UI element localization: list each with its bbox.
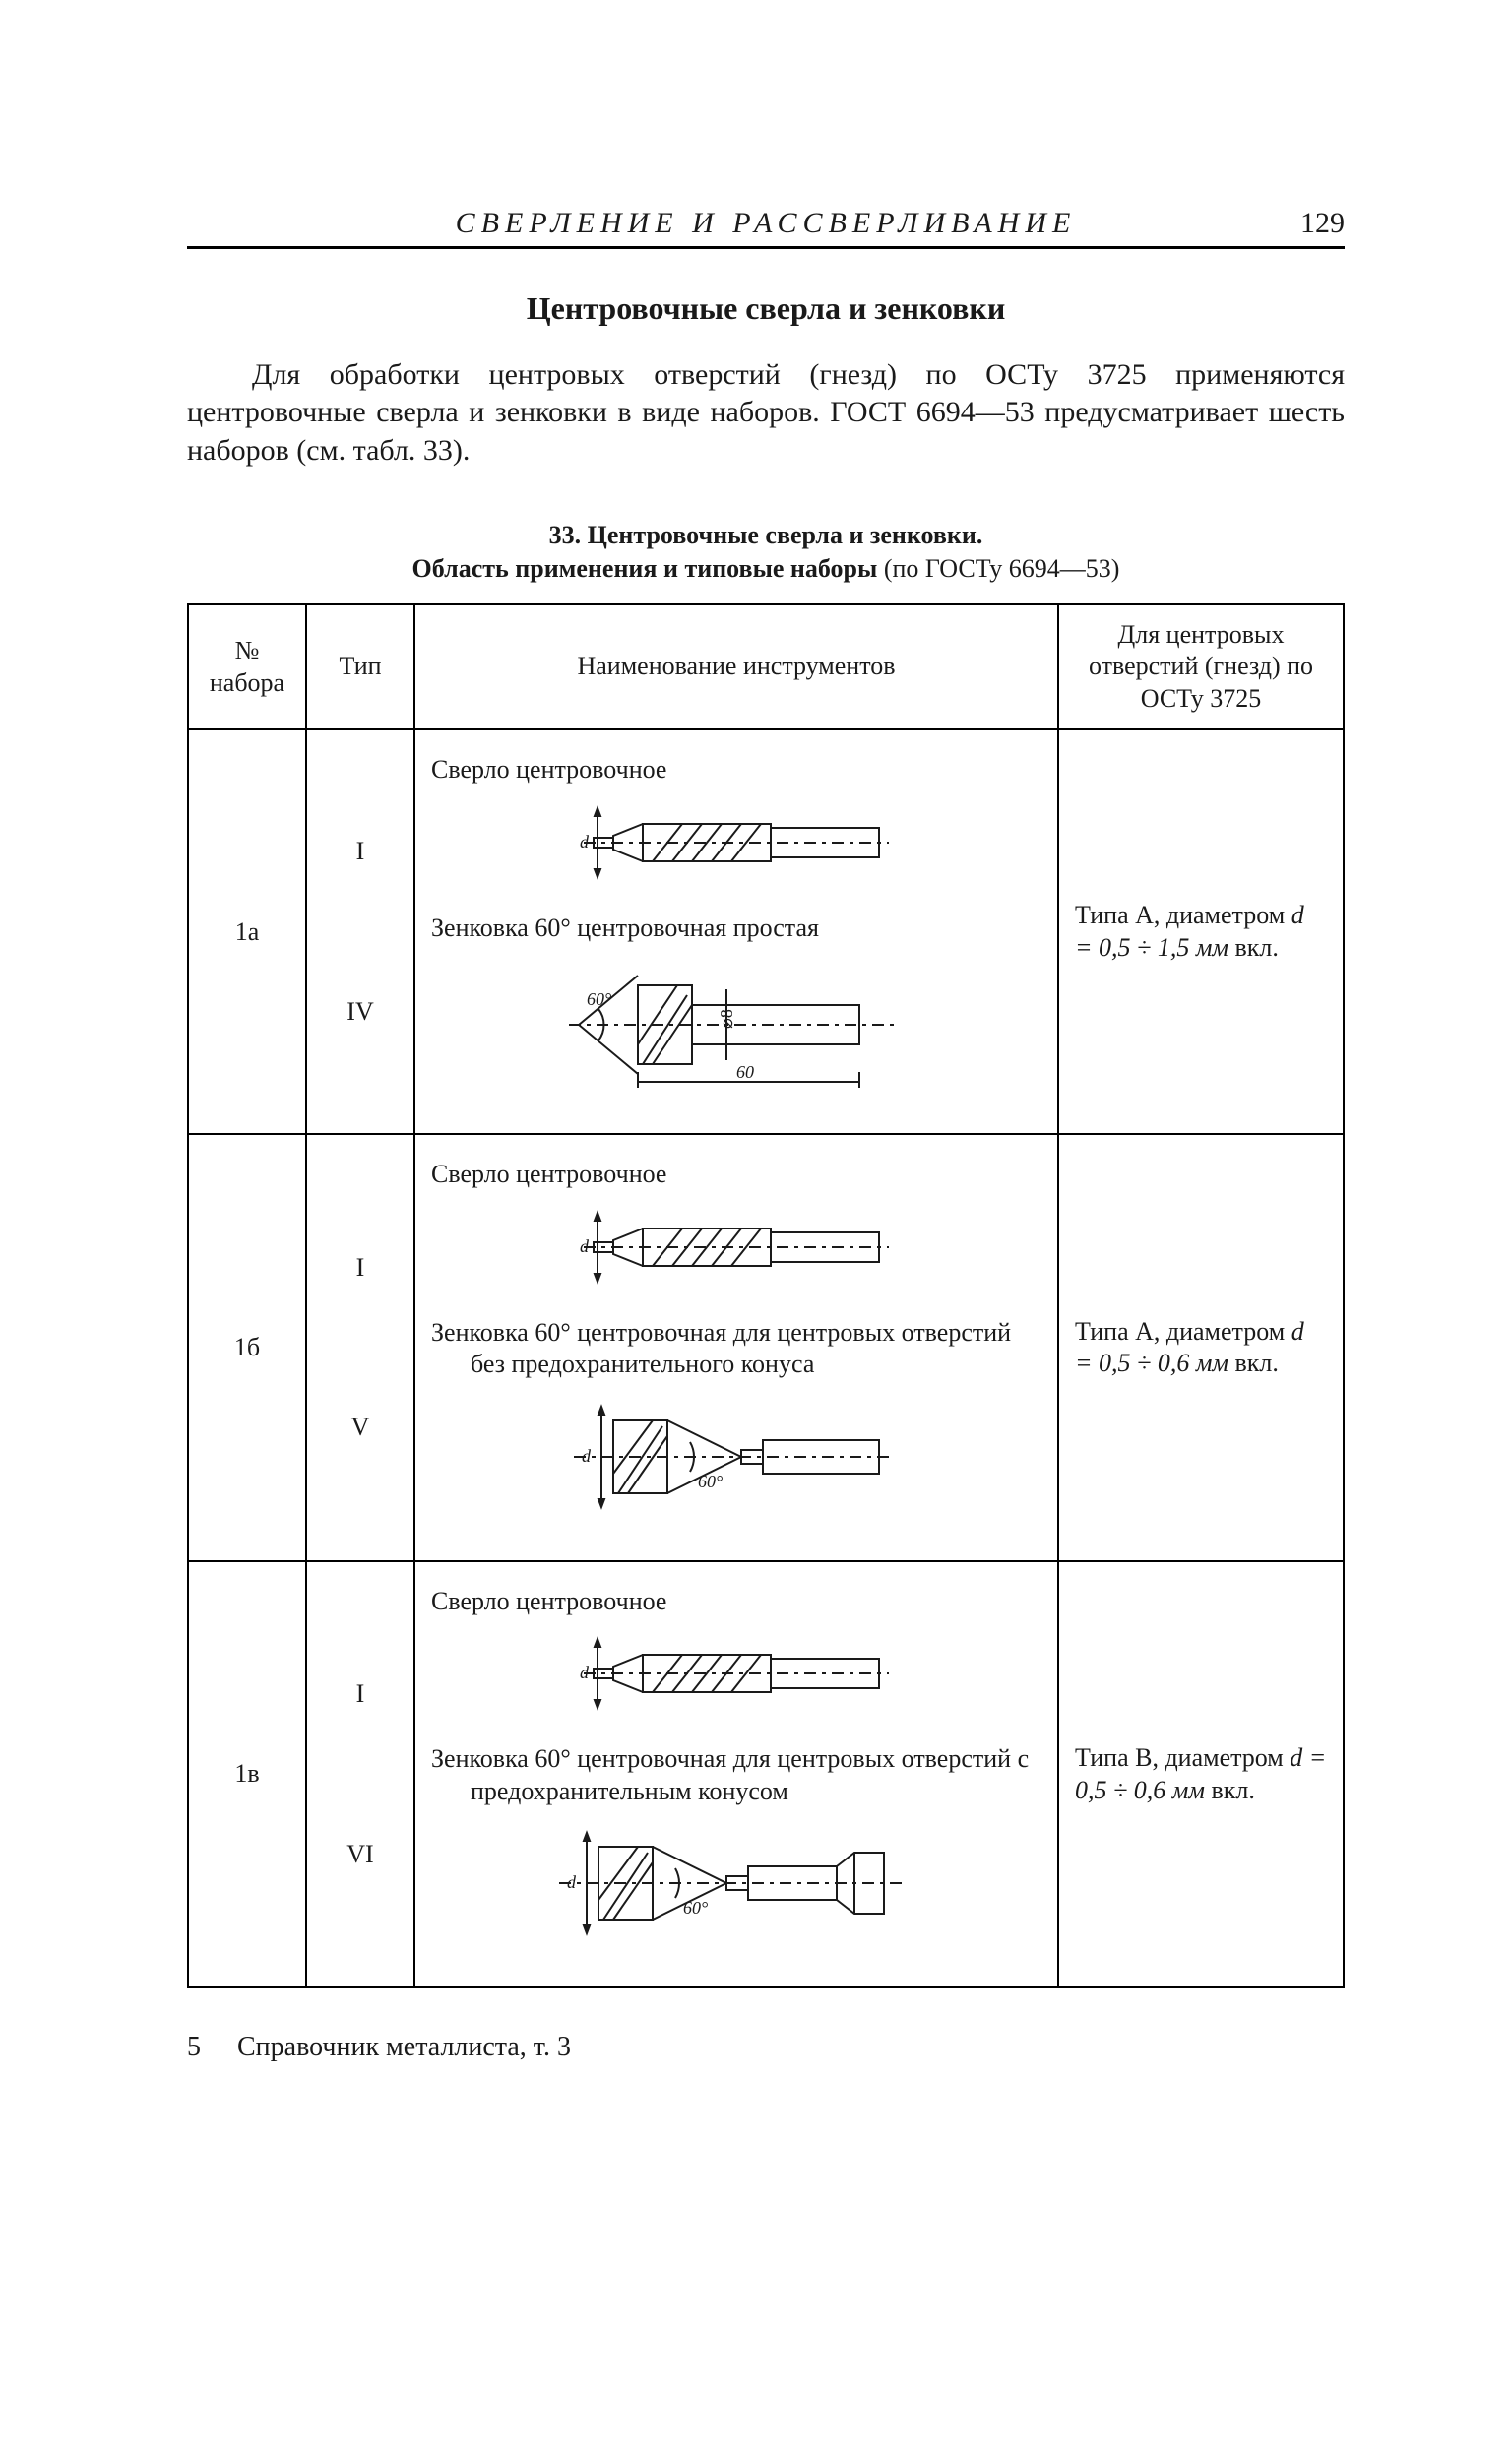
drill-diagram-icon: d xyxy=(574,1629,899,1718)
footer-note: 5 Справочник металлиста, т. 3 xyxy=(187,2032,1345,2063)
th-name: Наименование инструментов xyxy=(414,604,1058,730)
cell-instruments: Сверло центровочное xyxy=(414,1561,1058,1988)
zenkovka-safe-diagram-icon: d 60° xyxy=(559,1819,914,1947)
drill-diagram-icon: d xyxy=(574,798,899,887)
cell-types: I VI xyxy=(306,1561,414,1988)
type-val: I xyxy=(323,1252,398,1285)
label-d: d xyxy=(580,832,590,851)
appl-prefix: Типа В, диаметром xyxy=(1075,1743,1290,1772)
type-val: I xyxy=(323,836,398,868)
type-val: V xyxy=(323,1412,398,1444)
th-application: Для центровых отверстий (гнезд) по ОСТу … xyxy=(1058,604,1344,730)
instrument-name: Зенковка 60° центровочная простая xyxy=(431,913,1041,945)
label-angle: 60° xyxy=(698,1472,723,1491)
caption-line2-bold: Область применения и типовые наборы xyxy=(412,554,878,583)
cell-instruments: Сверло центровочное xyxy=(414,1134,1058,1561)
zenkovka-simple-diagram-icon: 60° ⌀8 60 xyxy=(569,956,904,1094)
th-set-no: № набора xyxy=(188,604,306,730)
label-angle: 60° xyxy=(683,1898,708,1918)
label-d: d xyxy=(567,1872,577,1892)
appl-mm: мм xyxy=(1196,1349,1228,1377)
appl-prefix: Типа А, диаметром xyxy=(1075,901,1292,929)
cell-types: I IV xyxy=(306,729,414,1134)
cell-application: Типа В, диаметром d = 0,5 ÷ 0,6 мм вкл. xyxy=(1058,1561,1344,1988)
appl-mm: мм xyxy=(1172,1776,1205,1804)
appl-suffix: вкл. xyxy=(1205,1776,1255,1804)
instrument-name: Сверло центровочное xyxy=(431,1586,1041,1618)
table-header-row: № набора Тип Наименование инструментов Д… xyxy=(188,604,1344,730)
label-d: d xyxy=(580,1236,590,1256)
table-row: 1а I IV Сверло центровочное xyxy=(188,729,1344,1134)
appl-mm: мм xyxy=(1196,933,1228,962)
appl-suffix: вкл. xyxy=(1228,1349,1279,1377)
appl-prefix: Типа А, диаметром xyxy=(1075,1317,1292,1346)
cell-set-no: 1б xyxy=(188,1134,306,1561)
appl-suffix: вкл. xyxy=(1228,933,1279,962)
cell-types: I V xyxy=(306,1134,414,1561)
sheet-signature: 5 xyxy=(187,2032,230,2063)
cell-instruments: Сверло центровочное xyxy=(414,729,1058,1134)
table-caption: 33. Центровочные сверла и зенковки. Обла… xyxy=(187,519,1345,586)
type-val: VI xyxy=(323,1839,398,1871)
cell-set-no: 1а xyxy=(188,729,306,1134)
label-dia: ⌀8 xyxy=(717,1009,736,1029)
cell-set-no: 1в xyxy=(188,1561,306,1988)
intro-paragraph: Для обработки центровых отверстий (гнезд… xyxy=(187,356,1345,470)
caption-line1: 33. Центровочные сверла и зенковки. xyxy=(549,521,983,549)
page-number: 129 xyxy=(1266,207,1345,240)
instrument-name: Зенковка 60° центровочная для центровых … xyxy=(431,1743,1041,1807)
label-angle: 60° xyxy=(587,989,611,1009)
label-d: d xyxy=(580,1663,590,1682)
running-title: СВЕРЛЕНИЕ И РАССВЕРЛИВАНИЕ xyxy=(266,207,1266,240)
label-len: 60 xyxy=(736,1062,754,1082)
footer-text: Справочник металлиста, т. 3 xyxy=(237,2032,571,2062)
instrument-name: Зенковка 60° центровочная для центровых … xyxy=(431,1317,1041,1381)
table-row: 1в I VI Сверло центровочное xyxy=(188,1561,1344,1988)
instrument-name: Сверло центровочное xyxy=(431,754,1041,787)
instrument-name: Сверло центровочное xyxy=(431,1159,1041,1191)
table-row: 1б I V Сверло центровочное xyxy=(188,1134,1344,1561)
zenkovka-nosafe-diagram-icon: d 60° xyxy=(574,1393,899,1521)
page: СВЕРЛЕНИЕ И РАССВЕРЛИВАНИЕ 129 Центровоч… xyxy=(0,0,1512,2457)
section-title: Центровочные сверла и зенковки xyxy=(187,290,1345,327)
table-33: № набора Тип Наименование инструментов Д… xyxy=(187,603,1345,1989)
running-head: СВЕРЛЕНИЕ И РАССВЕРЛИВАНИЕ 129 xyxy=(187,207,1345,249)
th-type: Тип xyxy=(306,604,414,730)
type-val: I xyxy=(323,1678,398,1711)
cell-application: Типа А, диаметром d = 0,5 ÷ 1,5 мм вкл. xyxy=(1058,729,1344,1134)
type-val: IV xyxy=(323,996,398,1029)
label-d: d xyxy=(582,1446,592,1466)
caption-line2-rest: (по ГОСТу 6694—53) xyxy=(877,554,1119,583)
cell-application: Типа А, диаметром d = 0,5 ÷ 0,6 мм вкл. xyxy=(1058,1134,1344,1561)
drill-diagram-icon: d xyxy=(574,1203,899,1292)
